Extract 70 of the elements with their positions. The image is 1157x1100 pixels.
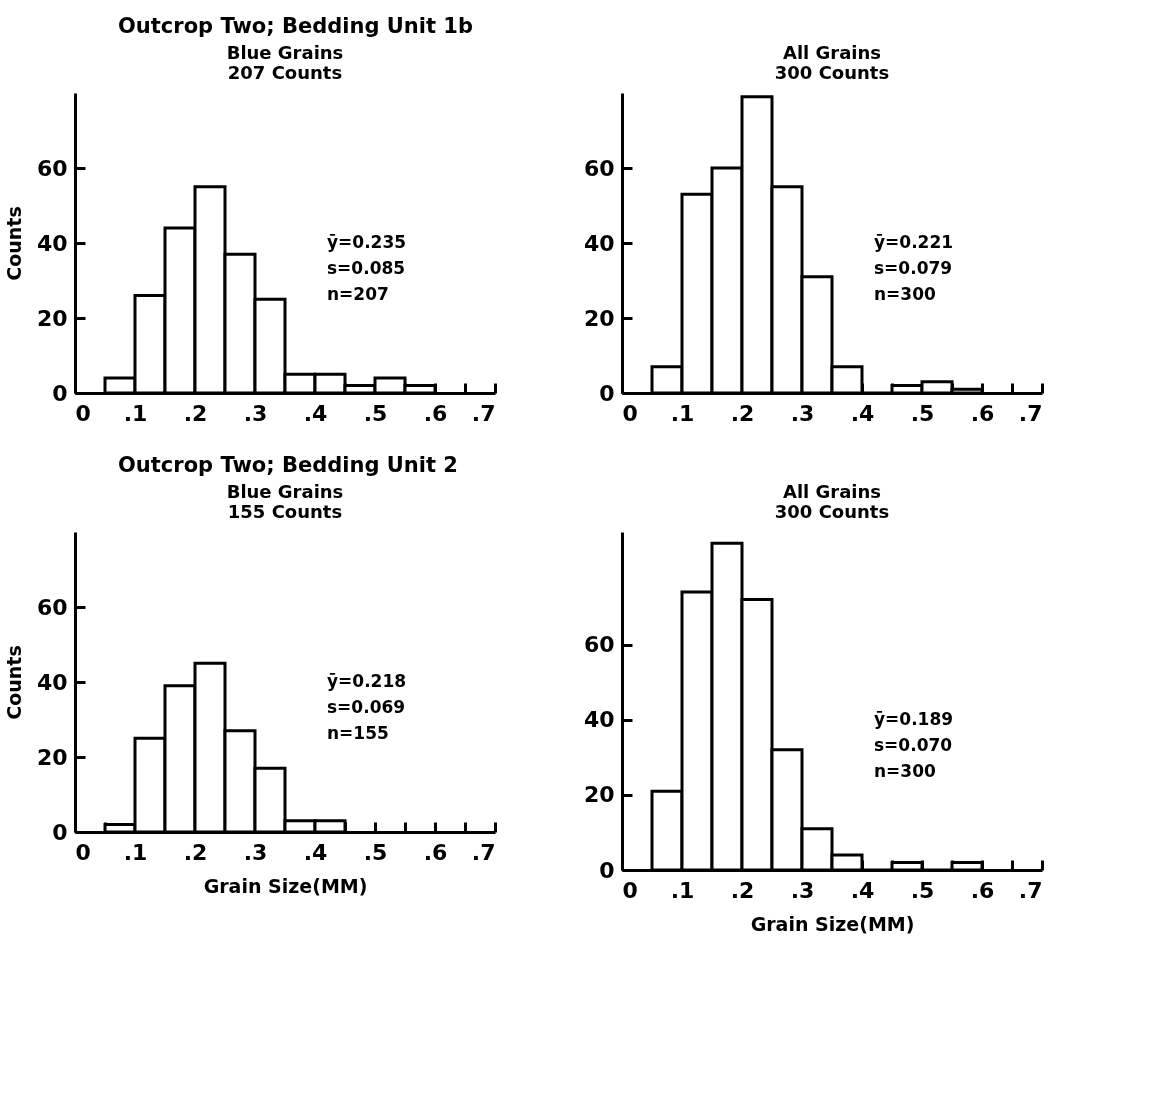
x-tick-label: .5 [910, 400, 935, 426]
annotation: n=155 [327, 723, 389, 743]
x-tick-label: .1 [123, 400, 148, 426]
y-axis-title: Counts [2, 206, 25, 281]
x-axis-title: Grain Size(MM) [203, 874, 368, 897]
annotation: ȳ=0.218 [327, 671, 407, 691]
x-tick-label: .3 [790, 400, 815, 426]
x-tick-label: 0 [622, 877, 638, 903]
y-tick-label: 40 [36, 669, 68, 695]
annotation: s=0.070 [874, 735, 953, 755]
x-tick-label: .2 [730, 400, 755, 426]
x-tick-label: .6 [423, 839, 448, 865]
x-tick-label: .2 [183, 839, 208, 865]
x-tick-label: .5 [363, 400, 388, 426]
y-axis-title: Counts [2, 645, 25, 720]
x-tick-label: .7 [1018, 877, 1043, 903]
x-tick-label: .4 [850, 400, 875, 426]
chart-subtitle: All Grains 300 Counts [774, 42, 890, 83]
chart-title: Outcrop Two; Bedding Unit 1b [117, 13, 474, 40]
x-tick-label: 0 [622, 400, 638, 426]
x-tick-label: .5 [910, 877, 935, 903]
annotation: s=0.079 [874, 258, 953, 278]
chart-subtitle: Blue Grains 207 Counts [226, 42, 344, 83]
x-tick-label: .6 [970, 877, 995, 903]
annotation: n=300 [874, 761, 936, 781]
annotation: ȳ=0.189 [874, 709, 954, 729]
x-tick-label: .1 [670, 877, 695, 903]
y-tick-label: 60 [583, 632, 615, 658]
x-tick-label: 0 [75, 400, 91, 426]
x-tick-label: .4 [303, 839, 328, 865]
x-tick-label: .2 [730, 877, 755, 903]
y-tick-label: 40 [583, 707, 615, 733]
x-tick-label: 0 [75, 839, 91, 865]
x-tick-label: .3 [243, 400, 268, 426]
y-tick-label: 20 [36, 744, 68, 770]
annotation: s=0.085 [327, 258, 406, 278]
annotation: ȳ=0.235 [327, 232, 407, 252]
chart-title: Outcrop Two; Bedding Unit 2 [117, 452, 459, 479]
x-tick-label: .4 [850, 877, 875, 903]
y-tick-label: 20 [36, 305, 68, 331]
chart-subtitle: Blue Grains 155 Counts [226, 481, 344, 522]
y-tick-label: 0 [599, 380, 615, 406]
y-tick-label: 40 [36, 230, 68, 256]
x-tick-label: .7 [1018, 400, 1043, 426]
x-tick-label: .3 [243, 839, 268, 865]
annotation: n=207 [327, 284, 389, 304]
x-tick-label: .2 [183, 400, 208, 426]
x-tick-label: .7 [471, 400, 496, 426]
y-tick-label: 20 [583, 305, 615, 331]
x-tick-label: .4 [303, 400, 328, 426]
y-tick-label: 0 [52, 380, 68, 406]
y-tick-label: 60 [36, 594, 68, 620]
x-tick-label: .7 [471, 839, 496, 865]
x-tick-label: .5 [363, 839, 388, 865]
y-tick-label: 0 [52, 819, 68, 845]
x-tick-label: .1 [670, 400, 695, 426]
x-axis-title: Grain Size(MM) [750, 912, 915, 935]
annotation: n=300 [874, 284, 936, 304]
y-tick-label: 40 [583, 230, 615, 256]
x-tick-label: .6 [970, 400, 995, 426]
annotation: s=0.069 [327, 697, 406, 717]
annotation: ȳ=0.221 [874, 232, 954, 252]
y-tick-label: 0 [599, 857, 615, 883]
x-tick-label: .6 [423, 400, 448, 426]
x-tick-label: .3 [790, 877, 815, 903]
x-tick-label: .1 [123, 839, 148, 865]
chart-subtitle: All Grains 300 Counts [774, 481, 890, 522]
y-tick-label: 60 [36, 155, 68, 181]
y-tick-label: 60 [583, 155, 615, 181]
y-tick-label: 20 [583, 782, 615, 808]
